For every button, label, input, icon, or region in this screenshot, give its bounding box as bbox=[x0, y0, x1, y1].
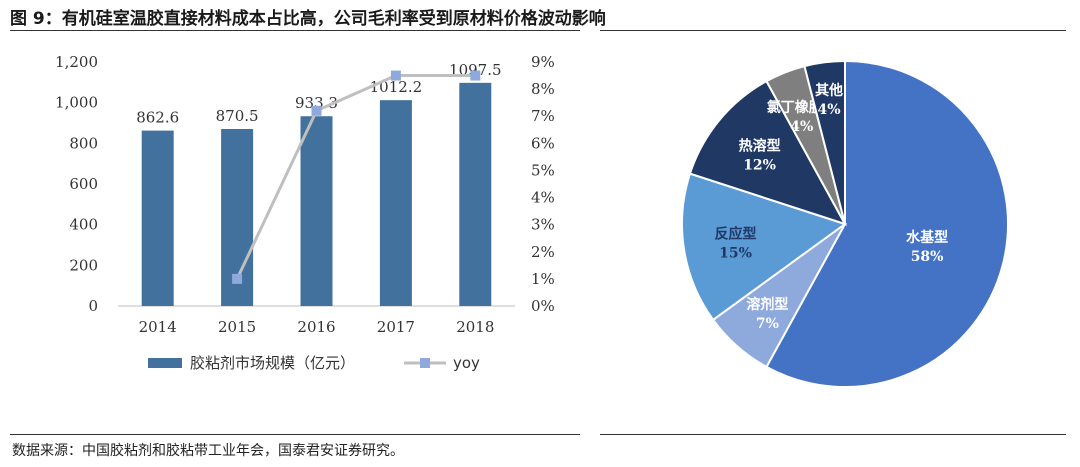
bar bbox=[379, 100, 412, 306]
bar-data-label: 862.6 bbox=[136, 109, 179, 127]
title-rule-left bbox=[10, 30, 580, 31]
y-right-tick-label: 1% bbox=[531, 270, 555, 288]
pie-slice bbox=[688, 79, 848, 226]
x-tick-label: 2014 bbox=[139, 318, 177, 336]
x-tick-label: 2018 bbox=[456, 318, 494, 336]
pie-slice-label: 反应型 bbox=[715, 225, 757, 242]
y-left-tick-label: 600 bbox=[69, 175, 98, 193]
y-right-tick-label: 5% bbox=[531, 161, 555, 179]
pie-slice bbox=[765, 59, 1009, 388]
yoy-marker bbox=[232, 273, 243, 284]
yoy-line bbox=[235, 74, 476, 280]
pie-slice bbox=[803, 59, 846, 225]
yoy-marker bbox=[390, 70, 401, 81]
y-right-tick-label: 2% bbox=[531, 243, 555, 261]
yoy-marker bbox=[311, 105, 322, 116]
legend-label-bar: 胶粘剂市场规模（亿元） bbox=[190, 354, 355, 372]
bar-line-chart: 0 200 400 600 800 1,000 1,200 0% 1% 2% 3% 4% 5% 6% 7% 8… bbox=[55, 53, 555, 372]
legend-swatch-bar bbox=[148, 358, 182, 368]
pie-slice-percent: 7% bbox=[756, 316, 779, 332]
pie-slice bbox=[681, 172, 848, 322]
yoy-marker bbox=[470, 70, 481, 81]
y-left-tick-label: 200 bbox=[69, 256, 98, 274]
bar bbox=[459, 82, 492, 306]
legend-label-yoy: yoy bbox=[453, 354, 480, 372]
y-right-tick-label: 9% bbox=[531, 53, 555, 71]
bar-data-label: 870.5 bbox=[216, 107, 259, 125]
y-left-tick-label: 0 bbox=[88, 297, 98, 315]
y-right-tick-label: 0% bbox=[531, 297, 555, 315]
pie-slice-label: 溶剂型 bbox=[746, 296, 788, 313]
y-left-tick-label: 800 bbox=[69, 134, 98, 152]
y-left-tick-label: 1,200 bbox=[55, 53, 98, 71]
pie-slice-percent: 4% bbox=[818, 102, 841, 118]
figure-title: 图 9：有机硅室温胶直接材料成本占比高，公司毛利率受到原材料价格波动影响 bbox=[10, 9, 606, 29]
pie-slice-label: 其他 bbox=[815, 82, 843, 99]
y-right-tick-label: 6% bbox=[531, 134, 555, 152]
y-right-tick-label: 7% bbox=[531, 107, 555, 125]
pie-slice-percent: 58% bbox=[911, 249, 944, 265]
y-right-tick-label: 4% bbox=[531, 189, 555, 207]
y-left-tick-label: 400 bbox=[69, 216, 98, 234]
x-tick-label: 2016 bbox=[297, 318, 335, 336]
pie-slice-percent: 4% bbox=[790, 119, 813, 135]
pie-slice-percent: 15% bbox=[719, 245, 752, 261]
bar bbox=[141, 130, 174, 306]
title-rule-right bbox=[600, 30, 1066, 31]
legend-swatch-yoy-marker bbox=[420, 358, 430, 368]
pie-slice-label: 热溶型 bbox=[739, 137, 781, 154]
pie-slice-label: 水基型 bbox=[906, 229, 948, 246]
bar-data-label: 933.3 bbox=[295, 94, 338, 112]
source-rule-right bbox=[600, 434, 1066, 435]
y-left-tick-label: 1,000 bbox=[55, 94, 98, 112]
bar-data-label: 1012.2 bbox=[370, 78, 423, 96]
y-right-tick-label: 3% bbox=[531, 216, 555, 234]
source-note: 数据来源：中国胶粘剂和胶粘带工业年会，国泰君安证券研究。 bbox=[12, 443, 404, 459]
y-right-tick-label: 8% bbox=[531, 80, 555, 98]
x-tick-label: 2017 bbox=[377, 318, 415, 336]
x-tick-label: 2015 bbox=[218, 318, 256, 336]
bar bbox=[300, 116, 333, 306]
source-rule-left bbox=[10, 434, 580, 435]
pie-slice-percent: 12% bbox=[743, 157, 776, 173]
